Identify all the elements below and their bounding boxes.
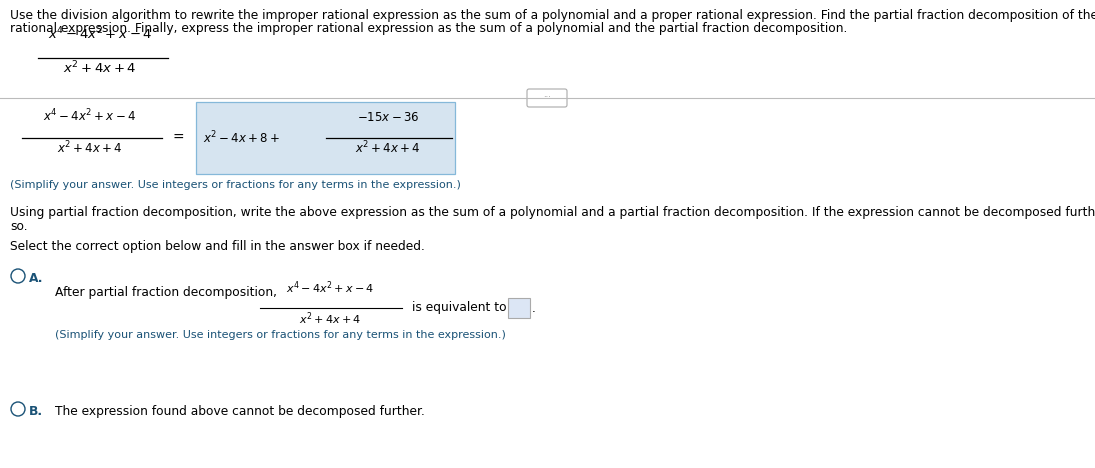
- FancyBboxPatch shape: [527, 89, 567, 107]
- FancyBboxPatch shape: [508, 298, 530, 318]
- Text: is equivalent to: is equivalent to: [412, 301, 507, 314]
- Text: ···: ···: [543, 94, 551, 102]
- Text: .: .: [532, 301, 535, 314]
- Text: $-15x-36$: $-15x-36$: [357, 111, 419, 124]
- Text: A.: A.: [28, 272, 44, 285]
- Text: $x^4-4x^2+x-4$: $x^4-4x^2+x-4$: [286, 279, 374, 296]
- Text: $x^2+4x+4$: $x^2+4x+4$: [299, 310, 361, 327]
- Text: (Simplify your answer. Use integers or fractions for any terms in the expression: (Simplify your answer. Use integers or f…: [55, 330, 506, 340]
- Text: $x^2+4x+4$: $x^2+4x+4$: [57, 140, 123, 157]
- Text: $x^2+4x+4$: $x^2+4x+4$: [64, 60, 137, 77]
- Text: $x^4-4x^2+x-4$: $x^4-4x^2+x-4$: [44, 107, 137, 124]
- Text: so.: so.: [10, 220, 27, 233]
- Text: $x^2+4x+4$: $x^2+4x+4$: [355, 140, 420, 157]
- Text: After partial fraction decomposition,: After partial fraction decomposition,: [55, 286, 277, 299]
- Text: (Simplify your answer. Use integers or fractions for any terms in the expression: (Simplify your answer. Use integers or f…: [10, 180, 461, 190]
- Text: $x^4-4x^2+x-4$: $x^4-4x^2+x-4$: [48, 25, 152, 42]
- Text: $x^2-4x+8+$: $x^2-4x+8+$: [203, 130, 280, 146]
- Text: =: =: [172, 131, 184, 145]
- Text: The expression found above cannot be decomposed further.: The expression found above cannot be dec…: [55, 405, 425, 418]
- FancyBboxPatch shape: [196, 102, 456, 174]
- Text: rational expression. Finally, express the improper rational expression as the su: rational expression. Finally, express th…: [10, 22, 848, 35]
- Text: B.: B.: [28, 405, 43, 418]
- Text: Use the division algorithm to rewrite the improper rational expression as the su: Use the division algorithm to rewrite th…: [10, 9, 1095, 22]
- Text: Using partial fraction decomposition, write the above expression as the sum of a: Using partial fraction decomposition, wr…: [10, 206, 1095, 219]
- Text: Select the correct option below and fill in the answer box if needed.: Select the correct option below and fill…: [10, 240, 425, 253]
